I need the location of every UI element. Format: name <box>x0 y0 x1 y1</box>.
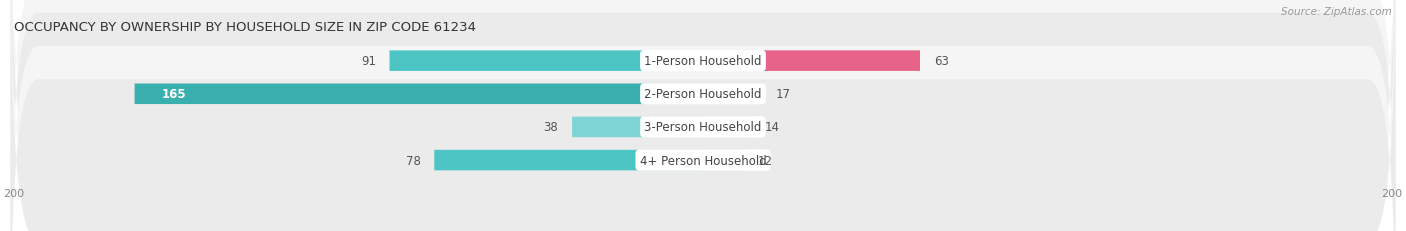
FancyBboxPatch shape <box>389 51 703 72</box>
FancyBboxPatch shape <box>11 0 1395 231</box>
Text: 2-Person Household: 2-Person Household <box>644 88 762 101</box>
Text: 4+ Person Household: 4+ Person Household <box>640 154 766 167</box>
FancyBboxPatch shape <box>572 117 703 138</box>
Text: OCCUPANCY BY OWNERSHIP BY HOUSEHOLD SIZE IN ZIP CODE 61234: OCCUPANCY BY OWNERSHIP BY HOUSEHOLD SIZE… <box>14 21 477 33</box>
FancyBboxPatch shape <box>135 84 703 105</box>
Text: 1-Person Household: 1-Person Household <box>644 55 762 68</box>
Text: 12: 12 <box>758 154 773 167</box>
FancyBboxPatch shape <box>703 150 744 171</box>
Text: 38: 38 <box>544 121 558 134</box>
Text: 63: 63 <box>934 55 949 68</box>
Text: 165: 165 <box>162 88 187 101</box>
FancyBboxPatch shape <box>703 117 751 138</box>
Text: 78: 78 <box>406 154 420 167</box>
FancyBboxPatch shape <box>11 0 1395 231</box>
Text: 14: 14 <box>765 121 780 134</box>
FancyBboxPatch shape <box>11 0 1395 231</box>
FancyBboxPatch shape <box>434 150 703 171</box>
Text: Source: ZipAtlas.com: Source: ZipAtlas.com <box>1281 7 1392 17</box>
Text: 3-Person Household: 3-Person Household <box>644 121 762 134</box>
Text: 17: 17 <box>775 88 790 101</box>
FancyBboxPatch shape <box>703 84 762 105</box>
FancyBboxPatch shape <box>11 0 1395 231</box>
Text: 91: 91 <box>361 55 375 68</box>
FancyBboxPatch shape <box>703 51 920 72</box>
